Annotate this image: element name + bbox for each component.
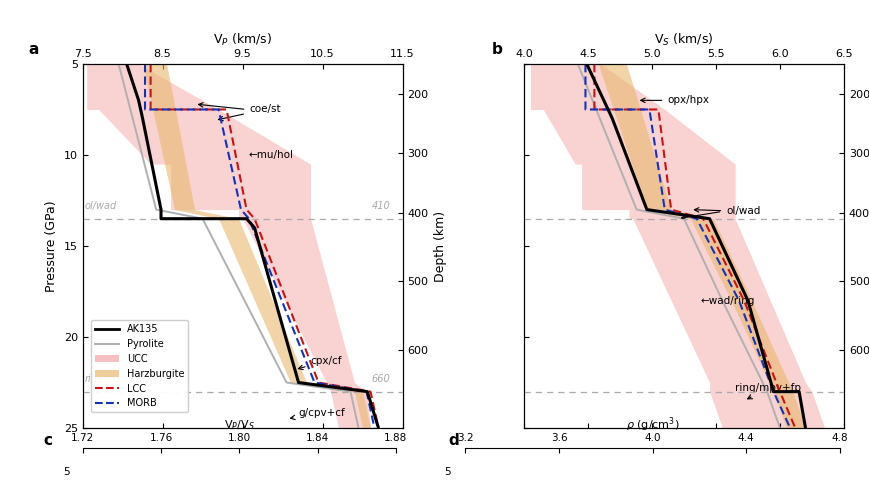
X-axis label: $\rho$ (g/cm$^3$): $\rho$ (g/cm$^3$) [625, 415, 679, 434]
Text: 410: 410 [371, 201, 390, 212]
X-axis label: V$_P$ (km/s): V$_P$ (km/s) [213, 31, 272, 48]
Text: ring/mpv+fp: ring/mpv+fp [734, 383, 800, 399]
Text: d: d [448, 433, 458, 448]
Text: ol/wad: ol/wad [84, 201, 116, 212]
Text: ←wad/ring: ←wad/ring [700, 296, 754, 306]
Text: 5: 5 [443, 467, 450, 477]
X-axis label: V$_P$/V$_S$: V$_P$/V$_S$ [223, 419, 255, 432]
Text: ←mu/hol: ←mu/hol [249, 150, 294, 160]
Text: opx/hpx: opx/hpx [640, 95, 708, 105]
Text: a: a [28, 42, 38, 57]
Text: c: c [43, 433, 52, 448]
Text: ring/mpv+fp: ring/mpv+fp [84, 374, 146, 384]
Y-axis label: Depth (km): Depth (km) [434, 211, 447, 281]
Text: b: b [492, 42, 502, 57]
Legend: AK135, Pyrolite, UCC, Harzburgite, LCC, MORB: AK135, Pyrolite, UCC, Harzburgite, LCC, … [90, 320, 188, 412]
Text: coe/st: coe/st [218, 104, 281, 121]
Text: cpx/cf: cpx/cf [298, 356, 342, 369]
X-axis label: V$_S$ (km/s): V$_S$ (km/s) [653, 31, 713, 48]
Text: 660: 660 [371, 374, 390, 384]
Y-axis label: Pressure (GPa): Pressure (GPa) [45, 200, 58, 292]
Text: 5: 5 [63, 467, 70, 477]
Text: g/cpv+cf: g/cpv+cf [290, 407, 345, 420]
Text: ol/wad: ol/wad [693, 207, 760, 216]
